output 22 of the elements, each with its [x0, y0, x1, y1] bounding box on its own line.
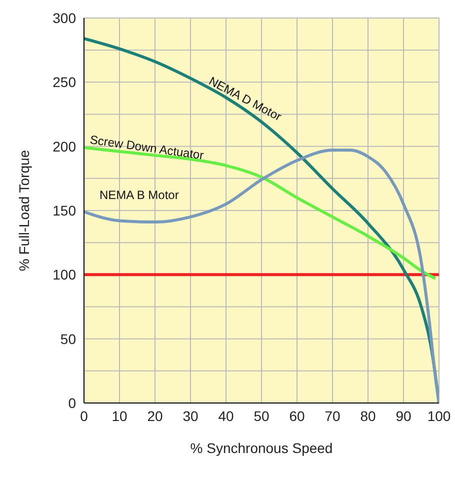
series-label: NEMA B Motor [100, 188, 179, 202]
y-tick-label: 100 [52, 266, 76, 283]
x-axis-title: % Synchronous Speed [190, 440, 333, 456]
x-tick-label: 80 [360, 408, 376, 424]
y-tick-label: 200 [52, 138, 76, 154]
x-tick-label: 100 [427, 408, 451, 424]
y-tick-label: 50 [60, 330, 76, 347]
x-tick-label: 50 [254, 408, 270, 424]
y-tick-label: 150 [52, 202, 76, 218]
text: Screw Down Actuator [89, 132, 205, 162]
x-tick-label: 70 [324, 408, 340, 424]
y-tick-label: 250 [52, 74, 76, 90]
y-tick-label: 0 [68, 394, 76, 411]
x-tick-label: 40 [218, 408, 234, 424]
x-tick-label: 90 [396, 408, 412, 424]
x-tick-label: 0 [80, 408, 88, 424]
x-tick-label: 60 [289, 408, 305, 424]
x-tick-label: 20 [147, 408, 163, 424]
x-tick-label: 30 [182, 408, 198, 424]
y-axis-title: % Full-Load Torque [16, 150, 32, 272]
y-tick-label: 300 [52, 10, 76, 26]
x-tick-label: 10 [112, 408, 128, 424]
